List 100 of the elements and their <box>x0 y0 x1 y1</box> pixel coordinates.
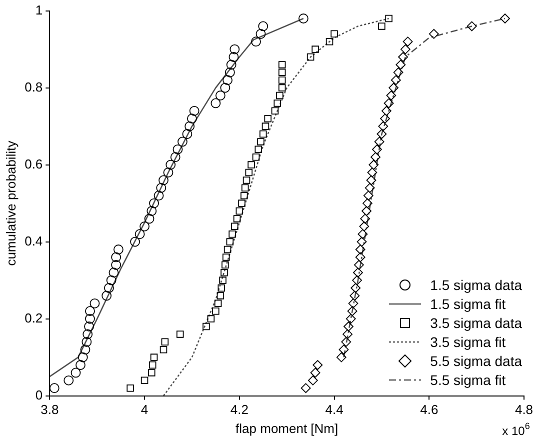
legend-label: 5.5 sigma data <box>430 352 522 371</box>
point <box>76 360 86 370</box>
point <box>350 290 360 301</box>
point <box>370 152 380 162</box>
point <box>381 106 392 116</box>
point <box>355 252 366 262</box>
point <box>82 336 92 347</box>
y-tick-label: 0.2 <box>24 310 43 326</box>
point <box>236 207 244 215</box>
point <box>210 98 221 108</box>
y-tick-label: 0.4 <box>24 233 43 248</box>
point <box>78 352 88 362</box>
point <box>140 376 148 384</box>
x-tick-label: 4.2 <box>230 402 248 418</box>
point <box>271 107 279 115</box>
x-tick-label: 3.8 <box>40 402 59 418</box>
point <box>233 215 241 222</box>
point <box>90 298 100 308</box>
y-tick-label: 1 <box>35 2 43 18</box>
point <box>149 198 159 208</box>
point <box>106 275 116 286</box>
point <box>224 246 232 254</box>
point <box>189 106 200 116</box>
point <box>114 244 124 254</box>
point <box>257 138 264 146</box>
point <box>274 100 281 107</box>
point <box>386 90 396 100</box>
legend-label: 3.5 sigma data <box>430 314 522 333</box>
point <box>359 221 370 232</box>
point <box>312 46 319 53</box>
point <box>230 44 240 54</box>
point <box>148 369 156 376</box>
point <box>220 268 228 276</box>
point <box>341 336 352 347</box>
point <box>158 175 168 186</box>
legend-label: 3.5 sigma fit <box>430 332 506 352</box>
point <box>262 122 270 130</box>
point <box>376 129 387 139</box>
point <box>256 28 266 39</box>
point <box>156 182 166 193</box>
point <box>338 344 349 355</box>
point <box>150 354 158 361</box>
point <box>344 322 354 332</box>
point <box>360 214 370 224</box>
point <box>178 136 188 147</box>
point <box>108 268 119 278</box>
point <box>170 152 180 162</box>
point <box>161 338 169 346</box>
point <box>354 260 364 270</box>
point <box>80 344 90 355</box>
point <box>111 252 122 262</box>
point <box>258 21 268 32</box>
point <box>245 168 253 176</box>
point <box>342 329 352 340</box>
point <box>241 184 249 192</box>
x-tick-label: 4.4 <box>325 402 344 418</box>
point <box>140 221 150 232</box>
point <box>390 75 401 86</box>
point <box>353 268 363 278</box>
point <box>144 214 154 224</box>
point <box>50 383 60 394</box>
point <box>182 129 192 139</box>
x-axis-title: flap moment [Nm] <box>236 420 338 436</box>
point <box>222 261 229 269</box>
y-tick-label: 0.8 <box>24 79 43 94</box>
point <box>306 53 314 61</box>
point <box>242 176 250 184</box>
point <box>215 90 226 100</box>
point <box>259 130 267 138</box>
point <box>264 114 272 122</box>
point <box>310 368 320 378</box>
point <box>240 192 248 200</box>
point <box>231 222 238 230</box>
point <box>278 76 286 84</box>
point <box>396 60 406 70</box>
point <box>228 52 239 62</box>
x-tick-label: 4.6 <box>420 402 438 418</box>
point <box>336 352 346 362</box>
legend-label: 1.5 sigma fit <box>430 294 506 314</box>
point <box>82 329 93 340</box>
point <box>85 314 95 324</box>
point <box>500 14 510 24</box>
point <box>355 244 366 254</box>
point <box>364 182 375 193</box>
point <box>176 330 184 338</box>
point <box>154 190 164 201</box>
point <box>222 75 232 86</box>
point <box>172 144 183 154</box>
point <box>278 68 286 76</box>
point <box>362 206 372 216</box>
y-tick-label: 0.6 <box>24 156 43 172</box>
point <box>220 82 230 93</box>
point <box>466 21 477 32</box>
point <box>330 30 338 38</box>
point <box>163 168 174 178</box>
point <box>134 229 145 240</box>
point <box>276 92 284 100</box>
point <box>393 67 404 78</box>
y-axis-title: cumulative probability <box>3 140 18 266</box>
point <box>352 275 362 286</box>
